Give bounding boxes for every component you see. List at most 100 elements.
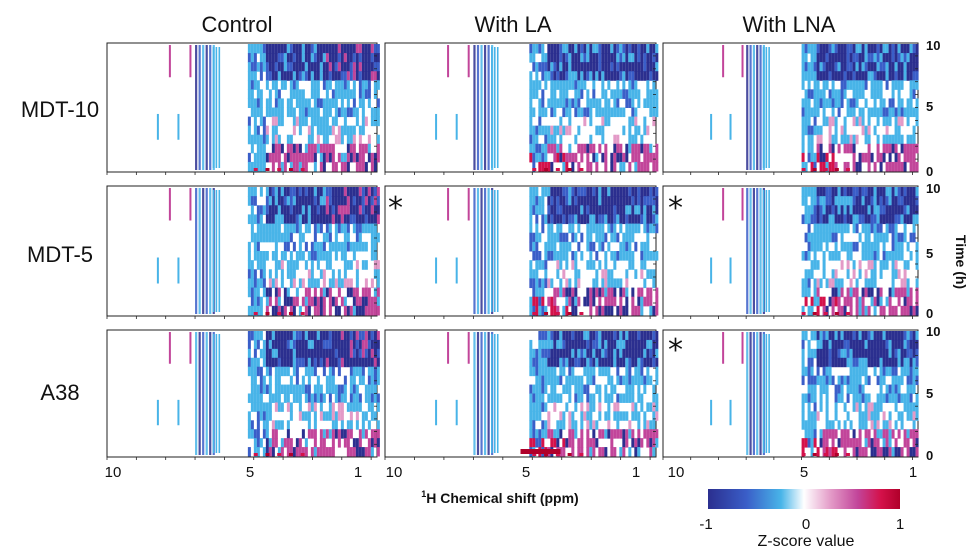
heatmap-cell bbox=[325, 287, 329, 298]
heatmap-cell bbox=[574, 71, 578, 81]
heatmap-cell bbox=[840, 44, 844, 54]
heatmap-cell bbox=[355, 161, 359, 172]
baseline-mark bbox=[265, 453, 270, 456]
heatmap-cell bbox=[906, 152, 910, 163]
heatmap-cell bbox=[310, 348, 314, 359]
heatmap-cell bbox=[307, 393, 311, 403]
heatmap-cell bbox=[897, 232, 901, 243]
heatmap-cell bbox=[604, 71, 608, 81]
heatmap-cell bbox=[289, 214, 293, 225]
heatmap-cell bbox=[834, 134, 838, 145]
heatmap-cell bbox=[316, 71, 320, 81]
heatmap-cell bbox=[373, 152, 377, 163]
heatmap-cell bbox=[376, 438, 380, 448]
heatmap-cell bbox=[846, 223, 850, 234]
heatmap-cell bbox=[897, 80, 901, 90]
heatmap-cell bbox=[861, 214, 865, 225]
heatmap-cell bbox=[882, 205, 886, 215]
heatmap-cell bbox=[637, 62, 641, 72]
heatmap-cell bbox=[634, 125, 638, 136]
heatmap-cell bbox=[837, 143, 841, 154]
heatmap-cell bbox=[571, 71, 575, 81]
heatmap-cell bbox=[652, 44, 656, 54]
heatmap-cell bbox=[822, 232, 826, 243]
heatmap-cell bbox=[813, 393, 817, 403]
heatmap-cell bbox=[349, 384, 353, 394]
heatmap-cell bbox=[529, 196, 533, 206]
heatmap-cell bbox=[649, 89, 653, 99]
heatmap-cell bbox=[888, 287, 892, 298]
heatmap-cell bbox=[292, 125, 296, 136]
heatmap-cell bbox=[274, 107, 278, 118]
heatmap-cell bbox=[568, 187, 572, 197]
heatmap-cell bbox=[571, 366, 575, 377]
heatmap-cell bbox=[568, 411, 572, 421]
heatmap-cell bbox=[340, 71, 344, 81]
heatmap-cell bbox=[529, 241, 533, 252]
heatmap-cell bbox=[586, 348, 590, 359]
heatmap-cell bbox=[259, 116, 263, 127]
baseline-mark bbox=[532, 453, 537, 456]
heatmap-cell bbox=[849, 251, 853, 261]
heatmap-cell bbox=[358, 348, 362, 359]
heatmap-cell bbox=[286, 44, 290, 54]
heatmap-cell bbox=[601, 269, 605, 279]
heatmap-cell bbox=[891, 348, 895, 359]
heatmap-cell bbox=[807, 393, 811, 403]
heatmap-cell bbox=[825, 71, 829, 81]
heatmap-cell bbox=[598, 143, 602, 154]
heatmap-cell bbox=[583, 196, 587, 206]
heatmap-cell bbox=[586, 62, 590, 72]
heatmap-cell bbox=[646, 80, 650, 90]
heatmap-cell bbox=[810, 348, 814, 359]
heatmap-cell bbox=[538, 107, 542, 118]
heatmap-cell bbox=[589, 241, 593, 252]
heatmap-cell bbox=[649, 44, 653, 54]
heatmap-cell bbox=[640, 205, 644, 215]
heatmap-cell bbox=[259, 152, 263, 163]
heatmap-cell bbox=[852, 348, 856, 359]
heatmap-cell bbox=[562, 196, 566, 206]
baseline-mark bbox=[567, 312, 572, 315]
heatmap-cell bbox=[801, 305, 805, 316]
heatmap-cell bbox=[322, 366, 326, 377]
heatmap-cell bbox=[331, 187, 335, 197]
heatmap-cell bbox=[906, 331, 910, 341]
heatmap-cell bbox=[906, 278, 910, 289]
heatmap-cell bbox=[909, 411, 913, 421]
heatmap-cell bbox=[873, 62, 877, 72]
heatmap-cell bbox=[256, 331, 260, 341]
heatmap-cell bbox=[897, 348, 901, 359]
heatmap-cell bbox=[292, 366, 296, 377]
heatmap-cell bbox=[864, 134, 868, 145]
heatmap-cell bbox=[325, 53, 329, 63]
heatmap-cell bbox=[355, 232, 359, 243]
heatmap-cell bbox=[352, 339, 356, 350]
heatmap-cell bbox=[541, 125, 545, 136]
heatmap-cell bbox=[646, 161, 650, 172]
heatmap-cell bbox=[307, 143, 311, 154]
heatmap-cell bbox=[373, 357, 377, 368]
heatmap-cell bbox=[337, 339, 341, 350]
heatmap-cell bbox=[640, 251, 644, 261]
heatmap-cell bbox=[622, 393, 626, 403]
heatmap-cell bbox=[364, 44, 368, 54]
heatmap-cell bbox=[840, 62, 844, 72]
heatmap-cell bbox=[541, 143, 545, 154]
heatmap-cell bbox=[840, 80, 844, 90]
heatmap-cell bbox=[900, 134, 904, 145]
heatmap-cell bbox=[613, 214, 617, 225]
heatmap-cell bbox=[556, 287, 560, 298]
heatmap-cell bbox=[541, 384, 545, 394]
heatmap-cell bbox=[349, 134, 353, 145]
heatmap-cell bbox=[358, 161, 362, 172]
heatmap-cell bbox=[370, 223, 374, 234]
heatmap-cell bbox=[804, 116, 808, 127]
heatmap-cell bbox=[247, 71, 251, 81]
heatmap-cell bbox=[286, 287, 290, 298]
heatmap-cell bbox=[855, 339, 859, 350]
heatmap-cell bbox=[843, 44, 847, 54]
heatmap-cell bbox=[274, 287, 278, 298]
heatmap-cell bbox=[547, 429, 551, 439]
heatmap-cell bbox=[804, 232, 808, 243]
